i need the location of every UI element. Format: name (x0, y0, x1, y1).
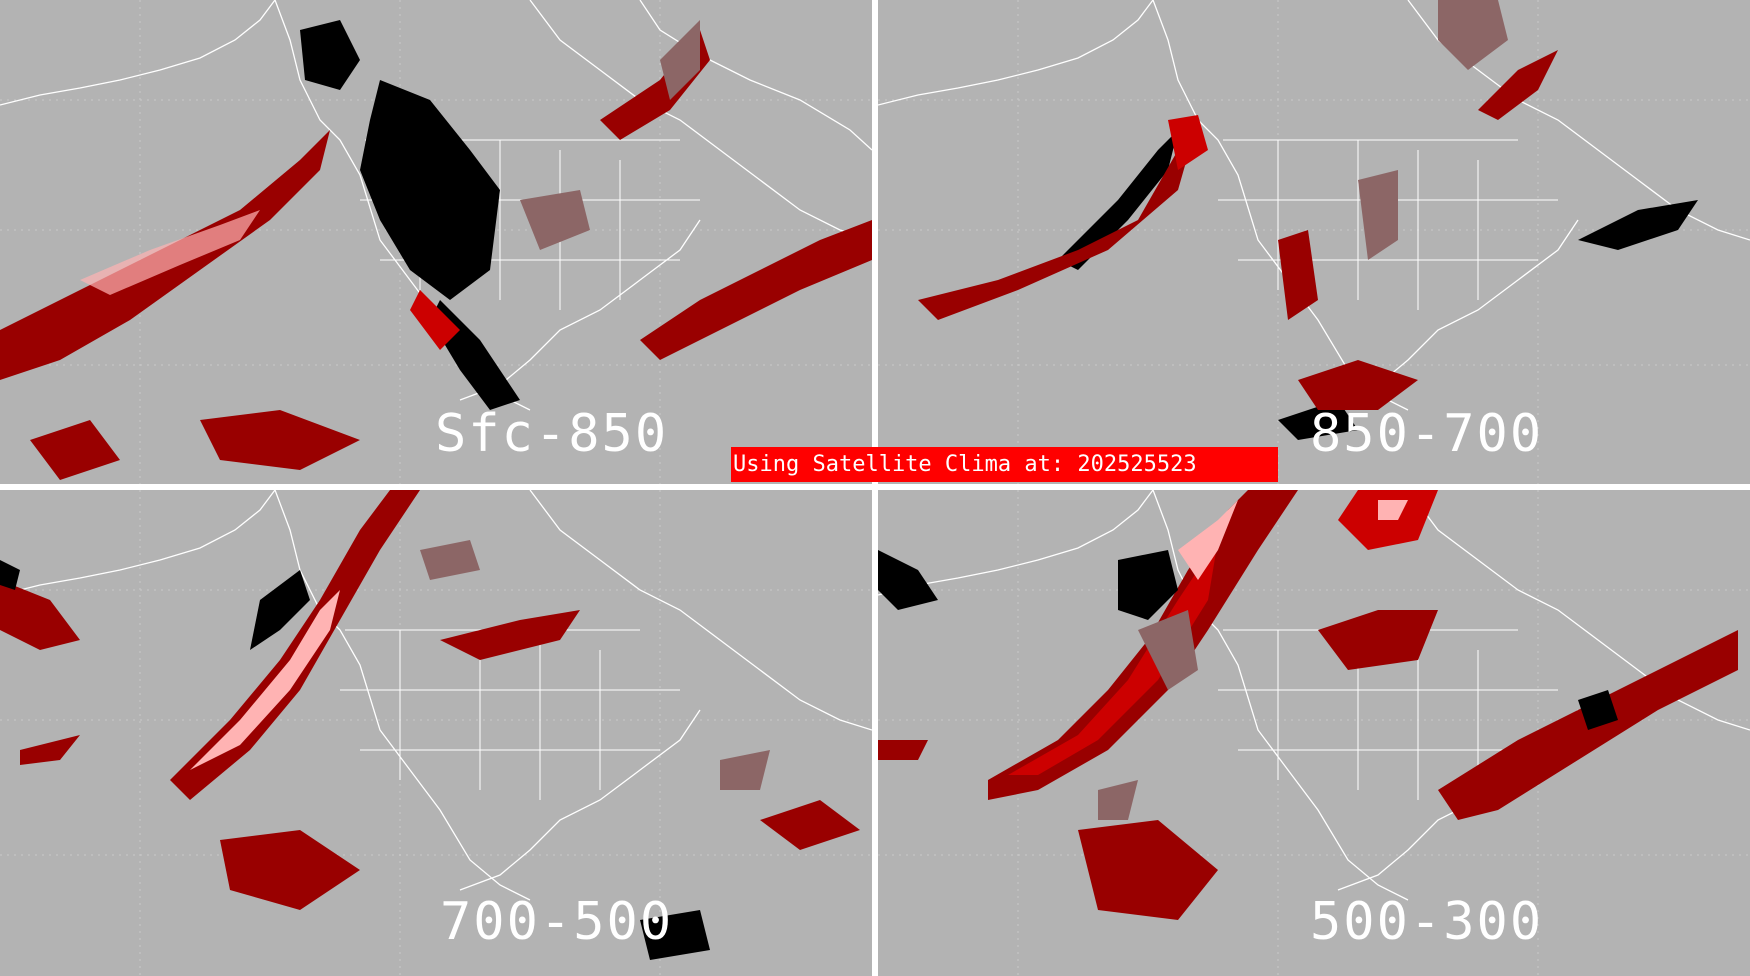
map-sfc-850 (0, 0, 872, 484)
layer-label-850-700: 850-700 (1310, 404, 1544, 464)
map-panel-700-500: 700-500 (0, 490, 872, 976)
coastlines (0, 490, 872, 901)
map-panel-850-700: 850-700 (878, 0, 1750, 484)
map-500-300 (878, 490, 1750, 976)
precip-black (0, 560, 710, 960)
map-850-700 (878, 0, 1750, 484)
horizontal-divider (0, 484, 1750, 490)
map-panel-500-300: 500-300 (878, 490, 1750, 976)
precip-red (918, 50, 1558, 410)
state-borders (340, 629, 680, 800)
layer-label-sfc-850: Sfc-850 (435, 404, 669, 464)
map-700-500 (0, 490, 872, 976)
precip-brown (520, 20, 700, 250)
layer-label-500-300: 500-300 (1310, 892, 1544, 952)
map-panel-sfc-850: Sfc-850 (0, 0, 872, 484)
precip-brown (420, 540, 770, 790)
precip-brown (1358, 0, 1508, 260)
layer-label-700-500: 700-500 (440, 892, 674, 952)
precip-brown (1098, 610, 1198, 820)
precip-black (878, 550, 1618, 730)
precip-black (300, 20, 520, 410)
precip-red (0, 490, 860, 910)
coastlines (878, 0, 1750, 411)
satellite-clima-banner: Using Satellite Clima at: 202525523 (731, 447, 1278, 482)
